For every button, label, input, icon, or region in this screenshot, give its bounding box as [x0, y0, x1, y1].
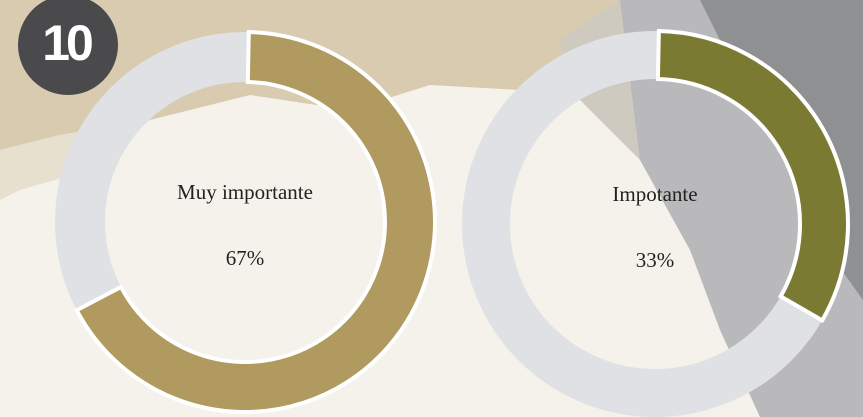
- badge-circle: [18, 0, 118, 95]
- donut-segment: [74, 29, 437, 414]
- category-label: Impotante: [612, 182, 697, 206]
- value-label: 67%: [226, 246, 265, 270]
- value-label: 33%: [636, 248, 675, 272]
- badge-number: 10: [42, 15, 92, 71]
- category-label: Muy importante: [177, 180, 313, 204]
- donut-segment: [655, 28, 850, 324]
- charts: Muy importante 67% Impotante 33%: [55, 28, 850, 417]
